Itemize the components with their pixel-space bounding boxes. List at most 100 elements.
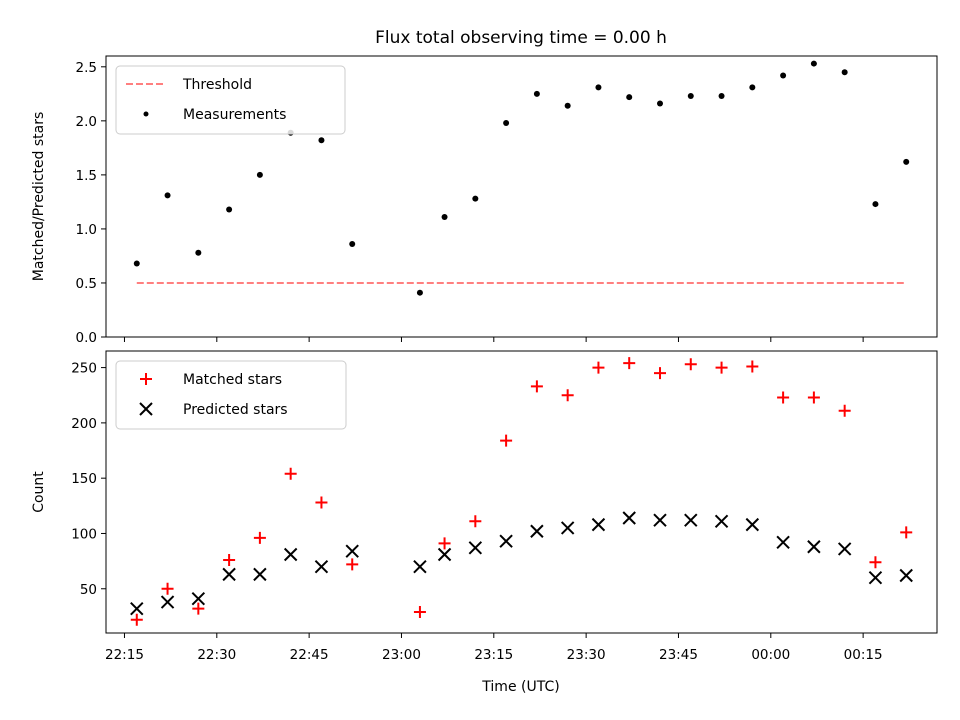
data-point xyxy=(564,102,571,109)
legend-label: Predicted stars xyxy=(183,402,288,418)
x-tick-label: 23:15 xyxy=(474,647,513,663)
series-measurements xyxy=(133,60,910,296)
legend-label: Threshold xyxy=(182,77,252,93)
y-axis-label: Count xyxy=(31,471,47,513)
count-panel: 50 100 150 200 250 22:15 22:30 22:45 23:00 23:15 2… xyxy=(31,350,938,663)
data-point xyxy=(349,241,356,248)
data-point xyxy=(872,201,879,208)
y-tick-label: 2.0 xyxy=(76,114,97,130)
data-point xyxy=(530,380,543,393)
y-tick-label: 0.0 xyxy=(76,330,97,346)
y-tick-label: 250 xyxy=(71,361,97,377)
data-point xyxy=(714,514,729,529)
x-tick-label: 00:15 xyxy=(844,647,883,663)
data-point xyxy=(777,391,790,404)
data-point xyxy=(530,524,544,538)
y-tick-label: 0.5 xyxy=(76,276,97,292)
data-point xyxy=(749,84,756,91)
data-point xyxy=(161,582,174,595)
data-point xyxy=(318,137,325,144)
data-point xyxy=(413,605,426,618)
data-point xyxy=(560,521,575,535)
data-point xyxy=(130,601,144,616)
data-point xyxy=(499,534,513,548)
legend-swatch xyxy=(139,402,153,416)
data-point xyxy=(469,515,482,528)
axes-frame xyxy=(105,350,938,634)
y-tick-label: 1.0 xyxy=(76,222,97,238)
data-point xyxy=(746,360,759,373)
data-point xyxy=(684,358,697,371)
data-point xyxy=(503,120,510,127)
series-matched-stars xyxy=(130,357,913,626)
data-point xyxy=(838,404,851,417)
data-point xyxy=(133,260,140,267)
data-point xyxy=(745,517,760,532)
y-tick-label: 2.5 xyxy=(76,60,97,76)
legend-box xyxy=(115,360,347,430)
data-point xyxy=(500,434,513,447)
data-point xyxy=(623,357,636,370)
data-point xyxy=(191,592,206,606)
data-point xyxy=(533,90,540,97)
axes-frame xyxy=(105,55,938,338)
y-tick-label: 50 xyxy=(80,582,97,598)
data-point xyxy=(807,391,820,404)
data-point xyxy=(345,544,359,558)
data-point xyxy=(438,537,451,550)
x-tick-label: 22:15 xyxy=(105,647,144,663)
x-tick-label: 22:30 xyxy=(197,647,236,663)
data-point xyxy=(868,570,883,585)
data-point xyxy=(160,595,175,609)
data-point xyxy=(222,567,236,582)
y-tick-label: 100 xyxy=(71,526,97,542)
data-point xyxy=(164,192,171,199)
data-point xyxy=(626,94,633,101)
x-tick-label: 23:00 xyxy=(382,647,421,663)
chart-title: Flux total observing time = 0.00 h xyxy=(375,28,667,48)
data-point xyxy=(284,467,297,480)
data-point xyxy=(591,517,606,532)
y-tick-label: 200 xyxy=(71,416,97,432)
data-point xyxy=(315,496,328,509)
data-point xyxy=(413,559,427,574)
data-point xyxy=(468,541,483,555)
data-point xyxy=(903,158,910,165)
legend-swatch xyxy=(143,111,149,117)
data-point xyxy=(437,547,452,562)
data-point xyxy=(283,547,298,562)
data-point xyxy=(253,531,266,544)
y-tick-label: 150 xyxy=(71,471,97,487)
data-point xyxy=(810,60,817,67)
data-point xyxy=(684,513,698,527)
data-point xyxy=(899,568,913,583)
legend-swatch xyxy=(140,373,152,385)
ratio-panel: 0.0 0.5 1.0 1.5 2.0 2.5 Matched/Predicted star… xyxy=(31,55,938,346)
data-point xyxy=(561,389,574,402)
data-point xyxy=(780,72,787,79)
data-point xyxy=(654,367,666,380)
y-tick-label: 1.5 xyxy=(76,168,97,184)
data-point xyxy=(226,206,233,213)
data-point xyxy=(841,69,848,76)
data-point xyxy=(192,602,205,615)
legend-label: Matched stars xyxy=(183,372,282,388)
x-tick-label: 00:00 xyxy=(751,647,790,663)
data-point xyxy=(687,92,694,99)
data-point xyxy=(416,289,423,296)
data-point xyxy=(256,171,263,178)
data-point xyxy=(346,558,359,571)
data-point xyxy=(253,567,267,582)
legend-box xyxy=(115,65,346,135)
legend-label: Measurements xyxy=(183,107,286,123)
data-point xyxy=(653,513,667,527)
data-point xyxy=(718,92,725,99)
data-point xyxy=(195,249,202,256)
legend: Matched stars Predicted stars xyxy=(115,360,347,430)
x-tick-label: 23:45 xyxy=(659,647,698,663)
data-point xyxy=(472,195,479,202)
data-point xyxy=(776,535,790,550)
data-point xyxy=(657,100,663,107)
y-axis-label: Matched/Predicted stars xyxy=(31,112,47,282)
